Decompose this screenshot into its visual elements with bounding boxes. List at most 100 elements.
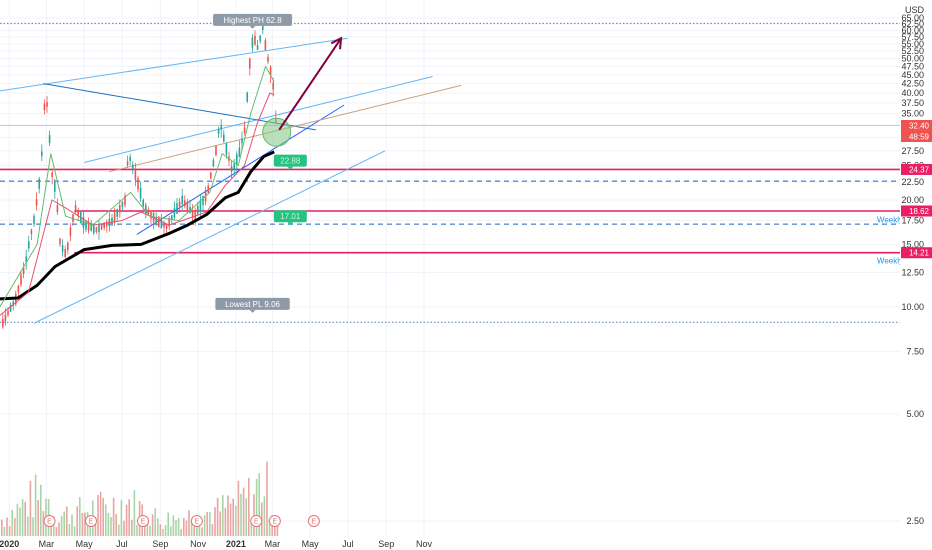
price-tag bbox=[901, 247, 932, 259]
volume-bar bbox=[216, 497, 219, 536]
candle-body bbox=[142, 199, 144, 207]
earnings-label: E bbox=[254, 519, 259, 526]
price-axis[interactable]: USD 2.50 5.00 7.50 10.00 12.50 15.00 17.50 20.0… bbox=[900, 0, 932, 550]
volume-bar bbox=[224, 507, 227, 536]
volume-bar bbox=[37, 500, 39, 536]
time-axis[interactable]: 2020 Mar May Jul Sep Nov 2021 Mar May Jul Sep Nov bbox=[0, 538, 932, 550]
candle-body bbox=[230, 166, 233, 172]
volume-bar bbox=[63, 511, 65, 536]
earnings-icon bbox=[307, 515, 320, 527]
candle-body bbox=[212, 160, 215, 167]
candle-body bbox=[72, 214, 74, 222]
x-tick-label: May bbox=[302, 539, 320, 549]
candle-body bbox=[7, 310, 9, 316]
volume-bar bbox=[16, 503, 19, 536]
candle-body bbox=[165, 224, 168, 229]
y-tick-label: 65.00 bbox=[901, 13, 924, 23]
callout-label: 17.01 bbox=[280, 212, 301, 221]
volume-bar bbox=[110, 516, 112, 536]
volume-bar bbox=[1, 519, 3, 536]
volume-bar bbox=[133, 490, 136, 536]
candle-body bbox=[272, 82, 274, 90]
candle-body bbox=[269, 66, 272, 76]
candle-body bbox=[35, 199, 38, 206]
candle-body bbox=[59, 238, 61, 245]
price-tag-label: 32.40 bbox=[909, 121, 930, 130]
candle-body bbox=[28, 241, 30, 249]
volume-bar bbox=[29, 480, 32, 536]
candle-body bbox=[61, 245, 64, 252]
candle-body bbox=[220, 125, 222, 130]
volume-bar bbox=[76, 506, 78, 536]
volume-bar bbox=[162, 528, 164, 536]
candle-body bbox=[173, 208, 176, 218]
candle-body bbox=[158, 216, 160, 228]
candle-body bbox=[116, 209, 118, 217]
volume-bar bbox=[253, 494, 255, 536]
volume-bar bbox=[151, 514, 154, 536]
callout-label: 22.88 bbox=[280, 157, 301, 166]
volume-bar bbox=[42, 511, 45, 536]
x-tick-label: Sep bbox=[378, 539, 394, 549]
volume-bar bbox=[248, 477, 250, 536]
volume-bar bbox=[34, 474, 37, 536]
y-tick-label: 20.00 bbox=[901, 195, 924, 205]
candle-body bbox=[251, 37, 254, 48]
weekly-label: Weekly bbox=[877, 216, 903, 225]
volume-bar bbox=[167, 512, 169, 536]
candle-body bbox=[137, 178, 139, 190]
candle-body bbox=[46, 102, 48, 107]
annotations: 22.88 17.01 Highest PH 62.8 Lowest PL 9.06 W… bbox=[213, 13, 903, 313]
volume-bar bbox=[146, 522, 149, 536]
candle-body bbox=[243, 127, 246, 134]
x-tick-label: Nov bbox=[416, 539, 433, 549]
y-tick-label: 15.00 bbox=[901, 239, 924, 249]
candle-body bbox=[145, 205, 147, 214]
candle-body bbox=[22, 267, 25, 275]
earnings-icon bbox=[84, 515, 97, 527]
earnings-icon bbox=[136, 515, 149, 527]
volume-bar bbox=[107, 512, 110, 536]
earnings-label: E bbox=[89, 519, 94, 526]
volume-bar bbox=[193, 526, 195, 536]
volume-bar bbox=[32, 517, 34, 536]
y-tick-label: 45.00 bbox=[901, 70, 924, 80]
earnings-label: E bbox=[273, 519, 278, 526]
candle-body bbox=[267, 57, 269, 62]
y-tick-label: 12.50 bbox=[901, 268, 924, 278]
volume-bar bbox=[201, 527, 203, 536]
y-tick-label: 2.50 bbox=[906, 516, 924, 526]
earnings-icon bbox=[43, 515, 56, 527]
volume-bar bbox=[164, 525, 167, 536]
candle-body bbox=[215, 145, 217, 156]
y-tick-label: 42.50 bbox=[901, 79, 924, 89]
volume-bar bbox=[177, 517, 180, 536]
volume-bar bbox=[66, 506, 68, 536]
volume-bars bbox=[1, 461, 279, 536]
volume-bar bbox=[40, 484, 42, 536]
volume-bar bbox=[250, 519, 253, 536]
candle-body bbox=[168, 217, 170, 227]
moving-average-line bbox=[0, 150, 275, 301]
price-tag-label: 14.21 bbox=[909, 249, 930, 258]
volume-bar bbox=[112, 497, 115, 536]
volume-bar bbox=[232, 498, 234, 536]
candle-body bbox=[100, 224, 103, 230]
volume-bar bbox=[154, 508, 156, 536]
volume-bar bbox=[185, 520, 188, 536]
highlight-circle bbox=[262, 117, 292, 147]
volume-bar bbox=[157, 518, 159, 536]
earnings-label: E bbox=[141, 519, 146, 526]
candle-body bbox=[223, 134, 225, 142]
y-tick-label: 62.50 bbox=[901, 19, 924, 29]
candle-body bbox=[30, 229, 33, 235]
candle-body bbox=[111, 217, 113, 225]
price-tag bbox=[901, 205, 932, 217]
price-tag bbox=[901, 163, 932, 175]
volume-bar bbox=[123, 520, 125, 536]
candle-body bbox=[124, 195, 126, 206]
earnings-icon bbox=[250, 515, 263, 527]
currency-label: USD bbox=[905, 5, 925, 15]
volume-bar bbox=[196, 526, 198, 536]
